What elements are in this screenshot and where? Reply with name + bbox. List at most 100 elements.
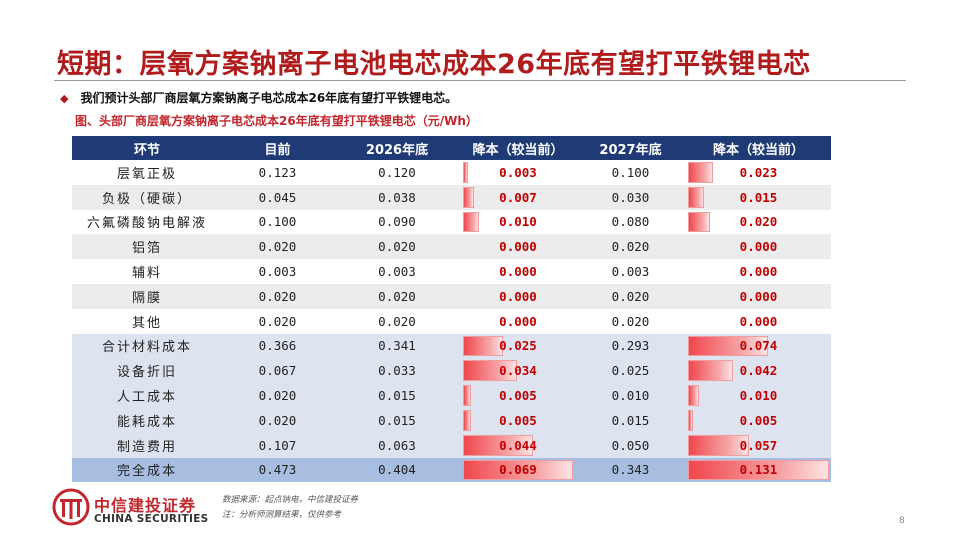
cell-2027: 0.003 xyxy=(611,264,650,280)
table-row: 设备折旧 0.067 0.033 0.034 0.025 0.042 xyxy=(72,358,831,384)
reduction-bar xyxy=(463,162,468,183)
cell-now: 0.123 xyxy=(258,164,297,180)
table-row: 合计材料成本 0.366 0.341 0.025 0.293 0.074 xyxy=(72,333,831,359)
company-name-en: CHINA SECURITIES xyxy=(94,513,209,525)
reduction-bar xyxy=(688,409,694,431)
table-row: 完全成本 0.473 0.404 0.069 0.343 0.131 xyxy=(72,457,831,483)
cell-now: 0.003 xyxy=(258,264,297,280)
reduction-bar-track xyxy=(463,385,573,406)
reduction-bar xyxy=(688,162,713,183)
reduction-bar-track xyxy=(463,186,573,208)
reduction-bar-track xyxy=(688,459,829,481)
data-source: 数据来源：起点钠电，中信建投证券 xyxy=(222,495,359,505)
reduction-bar xyxy=(688,186,705,208)
table-row: 六氟磷酸钠电解液 0.100 0.090 0.010 0.080 0.020 xyxy=(72,210,831,235)
reduction-bar-track xyxy=(463,335,573,357)
cell-2027: 0.100 xyxy=(611,164,650,180)
cell-2027: 0.020 xyxy=(611,288,650,304)
reduction-bar xyxy=(688,335,768,357)
cell-segment: 人工成本 xyxy=(116,390,177,406)
cell-now: 0.020 xyxy=(258,388,297,404)
cell-cut-2026: 0.034 xyxy=(499,363,537,379)
reduction-bar-track xyxy=(688,360,829,382)
reduction-bar-track xyxy=(463,434,573,456)
table-row: 人工成本 0.020 0.015 0.005 0.010 0.010 xyxy=(72,383,831,408)
cell-cut-2026: 0.003 xyxy=(499,164,537,180)
reduction-bar xyxy=(463,459,573,481)
reduction-bar xyxy=(688,211,710,233)
diamond-bullet-icon: ◆ xyxy=(60,92,69,105)
reduction-bar xyxy=(688,459,829,481)
cell-2027: 0.020 xyxy=(611,313,650,329)
cell-2026: 0.020 xyxy=(378,288,416,304)
cell-cut-2027: 0.015 xyxy=(739,189,778,205)
cell-2026: 0.020 xyxy=(378,239,416,255)
reduction-bar xyxy=(463,335,503,357)
cell-cut-2027: 0.023 xyxy=(739,164,778,180)
table-row: 能耗成本 0.020 0.015 0.005 0.015 0.005 xyxy=(72,407,831,433)
cell-cut-2027: 0.020 xyxy=(739,214,778,230)
cell-2026: 0.015 xyxy=(378,412,416,428)
table-row: 隔膜 0.020 0.020 0.000 0.020 0.000 xyxy=(72,283,831,309)
company-name-cn: 中信建投证券 xyxy=(94,496,197,515)
table-row: 负极（硬碳） 0.045 0.038 0.007 0.030 0.015 xyxy=(72,184,831,210)
cell-now: 0.107 xyxy=(258,437,297,453)
reduction-bar xyxy=(463,434,534,456)
reduction-bar xyxy=(463,211,479,233)
reduction-bar-track xyxy=(688,409,829,431)
cell-cut-2026: 0.005 xyxy=(499,388,537,404)
reduction-bar xyxy=(688,360,734,382)
cell-2026: 0.063 xyxy=(378,437,416,453)
cell-cut-2026: 0.005 xyxy=(499,412,537,428)
cell-segment: 完全成本 xyxy=(116,464,177,480)
reduction-bar xyxy=(688,434,750,456)
cell-cut-2027: 0.000 xyxy=(739,264,778,280)
reduction-bar-track xyxy=(463,211,573,233)
cell-2026: 0.038 xyxy=(378,189,416,205)
header-cell-cut-2027: 降本（较当前） xyxy=(712,142,804,158)
reduction-bar xyxy=(463,186,475,208)
cell-segment: 铝箔 xyxy=(131,241,162,257)
cell-cut-2026: 0.044 xyxy=(499,437,537,453)
cell-cut-2027: 0.042 xyxy=(739,363,778,379)
table-row: 其他 0.020 0.020 0.000 0.020 0.000 xyxy=(72,309,831,334)
cell-2027: 0.293 xyxy=(611,338,650,354)
cell-now: 0.100 xyxy=(258,214,297,230)
cell-cut-2027: 0.131 xyxy=(739,462,778,478)
cost-table: 环节 目前 2026年底 降本（较当前） 2027年底 降本（较当前） 层氧正极… xyxy=(72,136,831,483)
cell-now: 0.020 xyxy=(258,288,297,304)
table-row: 铝箔 0.020 0.020 0.000 0.020 0.000 xyxy=(72,234,831,260)
cell-segment: 层氧正极 xyxy=(116,166,177,182)
reduction-bar-track xyxy=(688,162,829,183)
reduction-bar-track xyxy=(463,162,573,183)
reduction-bar xyxy=(463,385,471,406)
cell-2026: 0.003 xyxy=(378,264,416,280)
cell-cut-2026: 0.000 xyxy=(499,288,537,304)
cell-cut-2026: 0.000 xyxy=(499,264,537,280)
cell-cut-2027: 0.057 xyxy=(739,437,778,453)
reduction-bar-track xyxy=(463,360,573,382)
cell-segment: 设备折旧 xyxy=(116,365,177,381)
cell-2027: 0.020 xyxy=(611,239,650,255)
table-header-row: 环节 目前 2026年底 降本（较当前） 2027年底 降本（较当前） xyxy=(72,136,831,160)
cell-cut-2027: 0.005 xyxy=(739,412,778,428)
reduction-bar-track xyxy=(463,459,573,481)
cell-cut-2027: 0.000 xyxy=(739,239,778,255)
cell-cut-2026: 0.025 xyxy=(499,338,537,354)
cell-cut-2026: 0.069 xyxy=(499,462,537,478)
header-cell-2026: 2026年底 xyxy=(365,142,429,158)
reduction-bar-track xyxy=(688,211,829,233)
source-note: 数据来源：起点钠电，中信建投证券 注：分析师测算结果，仅供参考 xyxy=(222,493,358,523)
reduction-bar-track xyxy=(688,434,829,456)
cell-2027: 0.080 xyxy=(611,214,650,230)
cell-2027: 0.025 xyxy=(611,363,650,379)
cell-2026: 0.404 xyxy=(378,462,416,478)
table-row: 层氧正极 0.123 0.120 0.003 0.100 0.023 xyxy=(72,160,831,185)
cell-now: 0.020 xyxy=(258,239,297,255)
cell-cut-2026: 0.010 xyxy=(499,214,537,230)
cell-cut-2027: 0.074 xyxy=(739,338,778,354)
cell-cut-2027: 0.010 xyxy=(739,388,778,404)
summary-text: 我们预计头部厂商层氧方案钠离子电芯成本26年底有望打平铁锂电芯。 xyxy=(80,91,458,105)
cell-segment: 制造费用 xyxy=(116,439,177,455)
cell-cut-2027: 0.000 xyxy=(739,313,778,329)
